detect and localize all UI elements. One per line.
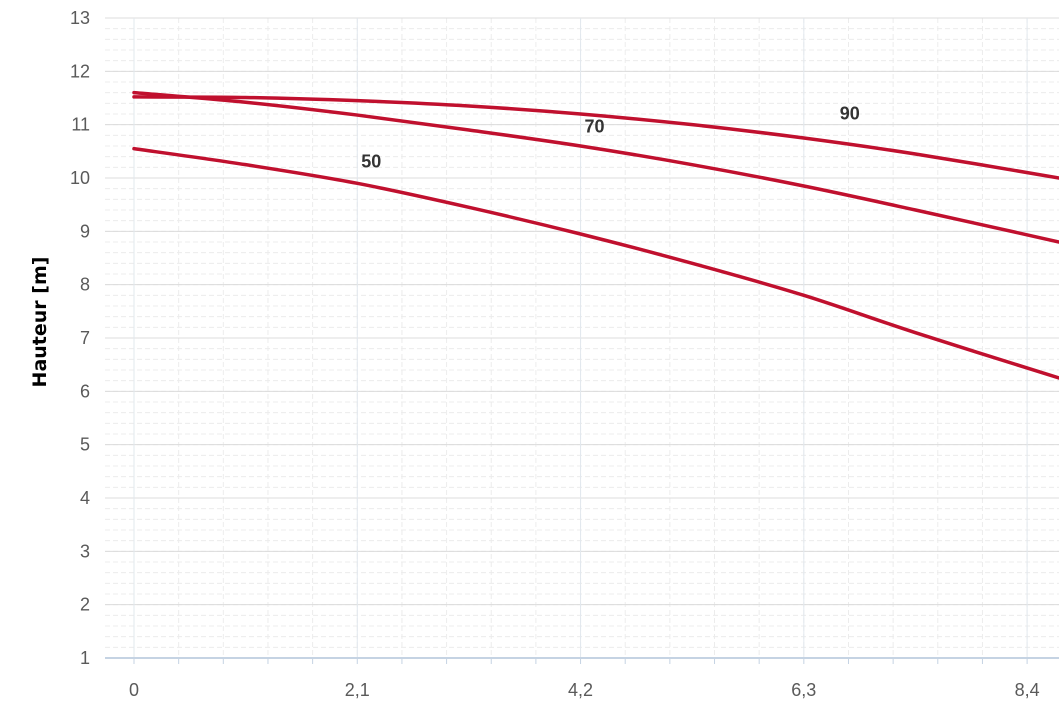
series-label-50: 50 xyxy=(361,151,381,171)
y-tick-label: 12 xyxy=(70,61,90,81)
x-tick-label: 4,2 xyxy=(568,680,593,700)
x-tick-label: 0 xyxy=(129,680,139,700)
y-tick-label: 13 xyxy=(70,8,90,28)
y-tick-label: 10 xyxy=(70,168,90,188)
x-tick-label: 8,4 xyxy=(1015,680,1040,700)
series-line-90 xyxy=(132,95,1059,180)
series-label-70: 70 xyxy=(585,117,605,137)
series-line-70 xyxy=(132,90,1059,244)
series-line-50 xyxy=(132,146,1059,380)
y-tick-label: 5 xyxy=(80,435,90,455)
major-grid xyxy=(105,17,1059,659)
x-tick-label: 2,1 xyxy=(345,680,370,700)
y-tick-label: 1 xyxy=(80,648,90,668)
y-tick-label: 6 xyxy=(80,381,90,401)
axes xyxy=(105,657,1059,664)
series-lines xyxy=(132,90,1059,380)
y-tick-label: 2 xyxy=(80,595,90,615)
y-axis-title: Hauteur [m] xyxy=(29,257,51,388)
y-tick-label: 9 xyxy=(80,221,90,241)
y-tick-label: 4 xyxy=(80,488,90,508)
x-tick-label: 6,3 xyxy=(791,680,816,700)
y-tick-label: 8 xyxy=(80,275,90,295)
series-labels: 50 70 90 xyxy=(361,103,859,171)
y-tick-label: 7 xyxy=(80,328,90,348)
y-tick-label: 11 xyxy=(71,115,90,135)
series-label-90: 90 xyxy=(840,103,860,123)
y-tick-label: 3 xyxy=(80,541,90,561)
